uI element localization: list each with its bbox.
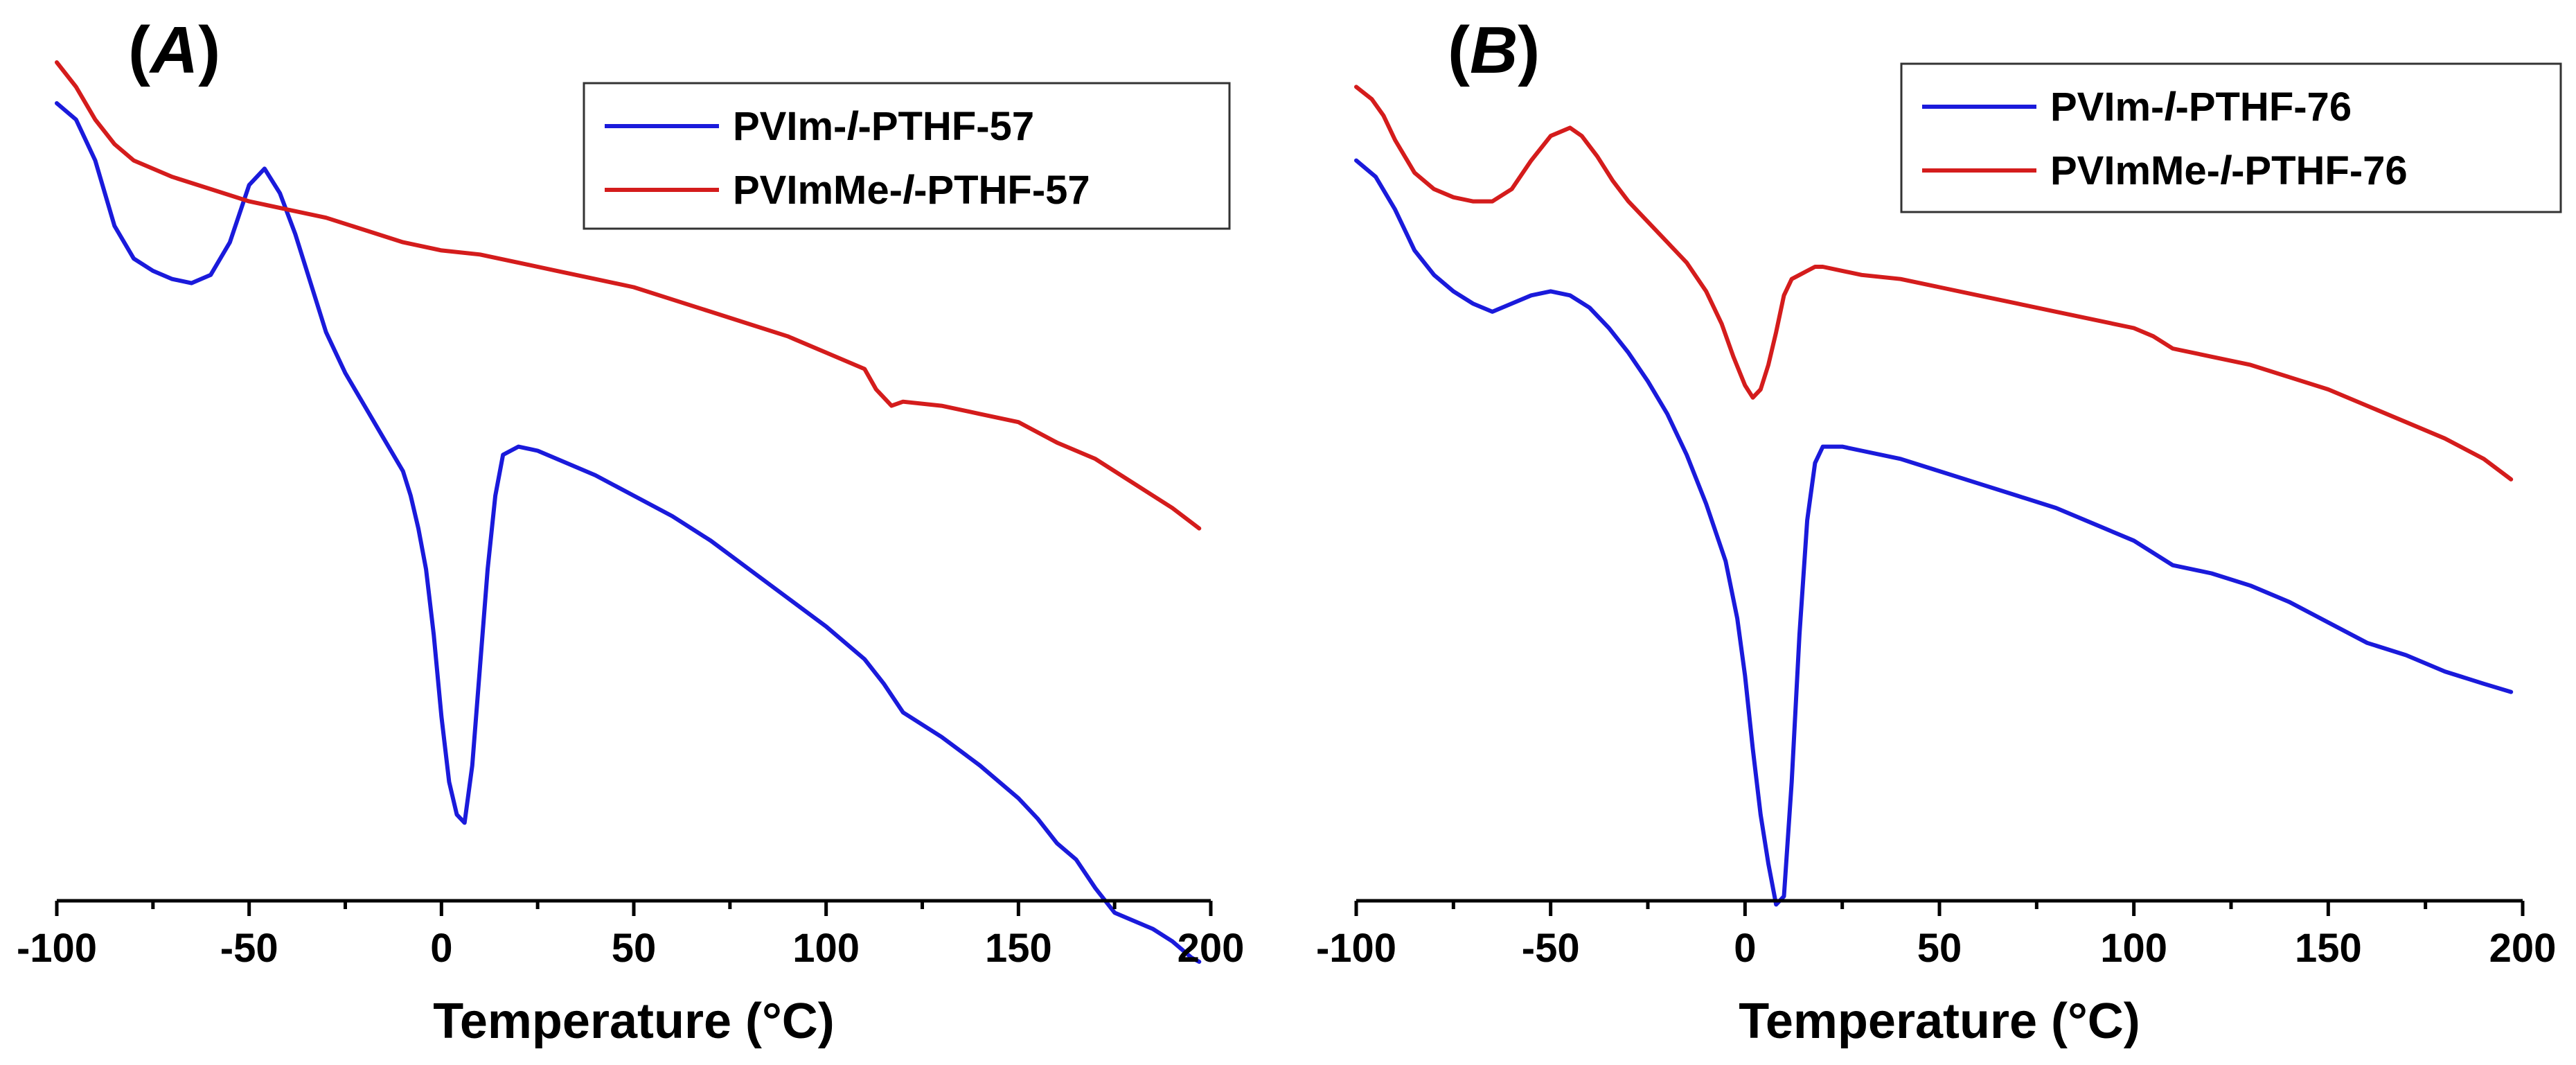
x-tick-label: 100 <box>792 926 860 971</box>
series-line-pvimme-l-pthf-57 <box>55 60 1202 531</box>
legend-box <box>1900 62 2562 213</box>
panel-a: (A) -100 -50 0 50 100 150 200 Temperature (°C) PV… <box>17 13 1244 1049</box>
legend-entry-prefix: PVIm- <box>733 104 846 149</box>
x-tick-label: -50 <box>1522 926 1580 971</box>
x-tick-label: -100 <box>1316 926 1396 971</box>
legend-entry-italic: l <box>846 104 859 149</box>
series-line-pvim-l-pthf-57 <box>55 101 1202 964</box>
panel-label-close-paren: ) <box>198 13 220 87</box>
legend-entry-italic: l <box>2220 148 2232 193</box>
panel-b: (B) -100 -50 0 50 100 150 200 Temperature (°C) PV… <box>1316 13 2562 1049</box>
series-line-pvim-l-pthf-76 <box>1354 158 2514 907</box>
legend-entry-suffix: -PTHF-57 <box>858 104 1035 149</box>
legend-entry-label: PVImMe-l-PTHF-57 <box>733 168 1090 213</box>
legend-entry-prefix: PVImMe- <box>2050 148 2220 193</box>
legend-entry-suffix: -PTHF-57 <box>914 168 1090 213</box>
legend-entry-label: PVIm-l-PTHF-76 <box>2050 85 2352 130</box>
x-tick-label: 200 <box>2489 926 2557 971</box>
legend-entry-label: PVIm-l-PTHF-57 <box>733 104 1034 149</box>
legend-entry-suffix: -PTHF-76 <box>2176 85 2352 130</box>
x-tick-label: 150 <box>985 926 1052 971</box>
legend-entry-prefix: PVImMe- <box>733 168 903 213</box>
x-tick-label: -50 <box>220 926 278 971</box>
legend-box <box>583 82 1231 230</box>
panel-label-letter: B <box>1470 13 1518 87</box>
legend-entry-italic: l <box>903 168 915 213</box>
legend-entry-italic: l <box>2164 85 2176 130</box>
x-tick-label: 100 <box>2100 926 2167 971</box>
series-line-pvimme-l-pthf-76 <box>1354 85 2514 482</box>
legend-entry-prefix: PVIm- <box>2050 85 2164 130</box>
x-tick-label: 0 <box>1734 926 1756 971</box>
x-axis-title: Temperature (°C) <box>433 994 835 1049</box>
x-tick-label: 0 <box>430 926 452 971</box>
panel-label: (A) <box>128 13 220 87</box>
x-tick-label: 50 <box>1917 926 1962 971</box>
panel-label: (B) <box>1448 13 1540 87</box>
x-axis-title: Temperature (°C) <box>1739 994 2140 1049</box>
panel-label-open-paren: ( <box>1448 13 1470 87</box>
panel-label-close-paren: ) <box>1518 13 1540 87</box>
legend-entry-label: PVImMe-l-PTHF-76 <box>2050 148 2408 193</box>
legend-entry-suffix: -PTHF-76 <box>2231 148 2408 193</box>
panel-label-open-paren: ( <box>128 13 150 87</box>
x-tick-label: 200 <box>1178 926 1245 971</box>
panel-label-letter: A <box>149 13 198 87</box>
x-tick-label: -100 <box>17 926 97 971</box>
x-tick-label: 50 <box>612 926 657 971</box>
x-tick-label: 150 <box>2295 926 2362 971</box>
